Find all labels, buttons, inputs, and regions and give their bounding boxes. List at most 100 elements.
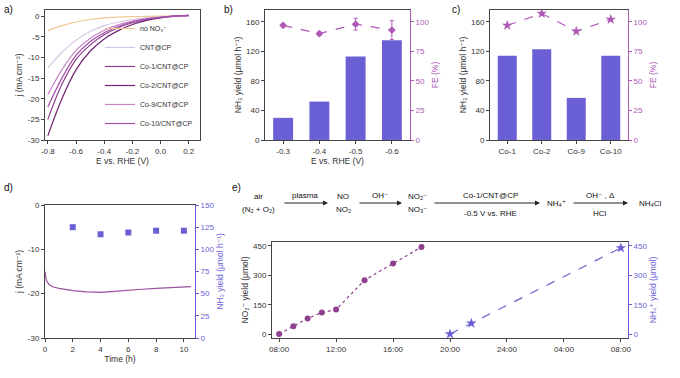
svg-text:-0.5 V vs. RHE: -0.5 V vs. RHE [464,209,517,218]
svg-text:150: 150 [253,300,267,309]
svg-text:NH₄Cl: NH₄Cl [639,199,662,208]
svg-text:j (mA cm⁻²): j (mA cm⁻²) [14,250,24,294]
svg-text:120: 120 [471,47,485,56]
svg-text:NO₃⁻: NO₃⁻ [408,205,427,214]
svg-text:0: 0 [480,136,485,145]
svg-text:75: 75 [201,267,210,276]
svg-text:150: 150 [201,201,215,210]
svg-text:0: 0 [201,334,206,343]
svg-text:FE (%): FE (%) [648,62,658,89]
svg-text:450: 450 [253,242,267,251]
svg-text:air: air [254,192,263,201]
svg-text:-10: -10 [28,53,40,62]
svg-text:E vs. RHE (V): E vs. RHE (V) [96,156,149,166]
svg-text:j (mA cm⁻²): j (mA cm⁻²) [14,53,24,97]
svg-text:40: 40 [475,106,484,115]
svg-text:-0.4: -0.4 [97,147,111,156]
svg-text:HCl: HCl [593,209,607,218]
svg-text:-30: -30 [28,334,40,343]
svg-text:6: 6 [126,345,131,354]
svg-text:(N₂ + O₂): (N₂ + O₂) [242,205,275,214]
svg-text:NH₄⁺: NH₄⁺ [547,199,566,208]
svg-text:100: 100 [634,18,648,27]
svg-text:40: 40 [250,106,259,115]
svg-text:-25: -25 [28,115,40,124]
svg-text:-20: -20 [28,289,40,298]
svg-text:NH₄⁺ yield (μmol): NH₄⁺ yield (μmol) [648,256,658,323]
svg-text:08:00: 08:00 [269,345,290,354]
svg-text:b): b) [224,4,233,15]
svg-text:25: 25 [416,106,425,115]
svg-text:80: 80 [475,77,484,86]
svg-text:Co-10: Co-10 [600,147,622,156]
svg-text:120: 120 [246,47,260,56]
svg-text:CNT@CP: CNT@CP [140,44,172,51]
svg-text:25: 25 [201,312,210,321]
svg-text:-0.6: -0.6 [385,147,399,156]
svg-text:100: 100 [201,245,215,254]
svg-text:plasma: plasma [292,191,318,200]
svg-text:300: 300 [634,271,648,280]
svg-text:25: 25 [634,106,643,115]
svg-text:-0.2: -0.2 [125,147,139,156]
svg-text:-0.8: -0.8 [41,147,55,156]
svg-text:50: 50 [416,77,425,86]
svg-text:10: 10 [179,345,188,354]
svg-text:NH₃ yield (μmol h⁻¹): NH₃ yield (μmol h⁻¹) [458,37,468,114]
svg-text:NH₃ yield (μmol h⁻¹): NH₃ yield (μmol h⁻¹) [233,37,243,114]
svg-text:08:00: 08:00 [611,345,632,354]
svg-text:Co-1/CNT@CP: Co-1/CNT@CP [463,191,518,200]
svg-text:-0.3: -0.3 [276,147,290,156]
svg-text:16:00: 16:00 [383,345,404,354]
svg-text:0: 0 [35,12,40,21]
svg-text:0.2: 0.2 [183,147,195,156]
svg-text:-0.6: -0.6 [69,147,83,156]
svg-text:0: 0 [262,330,267,339]
svg-text:Time (h): Time (h) [104,354,135,364]
svg-text:160: 160 [246,18,260,27]
svg-text:-10: -10 [28,245,40,254]
svg-text:NO₂⁻ yield (μmol): NO₂⁻ yield (μmol) [240,256,250,323]
svg-text:125: 125 [201,223,215,232]
svg-text:0: 0 [416,136,421,145]
svg-text:4: 4 [98,345,103,354]
svg-text:20:00: 20:00 [440,345,461,354]
svg-text:Co-1/CNT@CP: Co-1/CNT@CP [140,63,189,70]
svg-text:Co-9: Co-9 [568,147,586,156]
svg-text:OH⁻: OH⁻ [372,191,388,200]
svg-text:FE (%): FE (%) [430,62,440,89]
svg-text:0: 0 [35,201,40,210]
svg-text:50: 50 [634,77,643,86]
svg-text:a): a) [4,4,13,15]
svg-text:0: 0 [255,136,260,145]
svg-text:NO: NO [337,192,349,201]
svg-text:150: 150 [634,300,648,309]
svg-text:8: 8 [154,345,159,354]
svg-text:0: 0 [43,345,48,354]
svg-text:no NO₃⁻: no NO₃⁻ [140,25,167,32]
svg-text:E vs. RHE (V): E vs. RHE (V) [311,156,364,166]
svg-text:0: 0 [634,330,639,339]
svg-text:-20: -20 [28,95,40,104]
svg-text:Co-10/CNT@CP: Co-10/CNT@CP [140,120,193,127]
svg-text:80: 80 [250,77,259,86]
svg-text:300: 300 [253,271,267,280]
svg-text:NH₃ yield (μmol h⁻¹): NH₃ yield (μmol h⁻¹) [215,233,225,310]
svg-text:-15: -15 [28,74,40,83]
svg-text:NO₂⁻: NO₂⁻ [408,192,427,201]
svg-text:c): c) [452,4,460,15]
svg-text:-5: -5 [32,33,40,42]
svg-text:Co-2: Co-2 [533,147,551,156]
svg-text:-0.4: -0.4 [312,147,326,156]
svg-text:Co-2/CNT@CP: Co-2/CNT@CP [140,82,189,89]
svg-text:-30: -30 [28,136,40,145]
svg-text:0: 0 [634,136,639,145]
svg-text:0.0: 0.0 [155,147,167,156]
svg-text:Co-1: Co-1 [499,147,517,156]
svg-text:100: 100 [416,18,430,27]
svg-text:Co-9/CNT@CP: Co-9/CNT@CP [140,101,189,108]
svg-text:OH⁻ , Δ: OH⁻ , Δ [586,191,615,200]
svg-text:50: 50 [201,289,210,298]
svg-text:75: 75 [416,47,425,56]
svg-text:75: 75 [634,47,643,56]
